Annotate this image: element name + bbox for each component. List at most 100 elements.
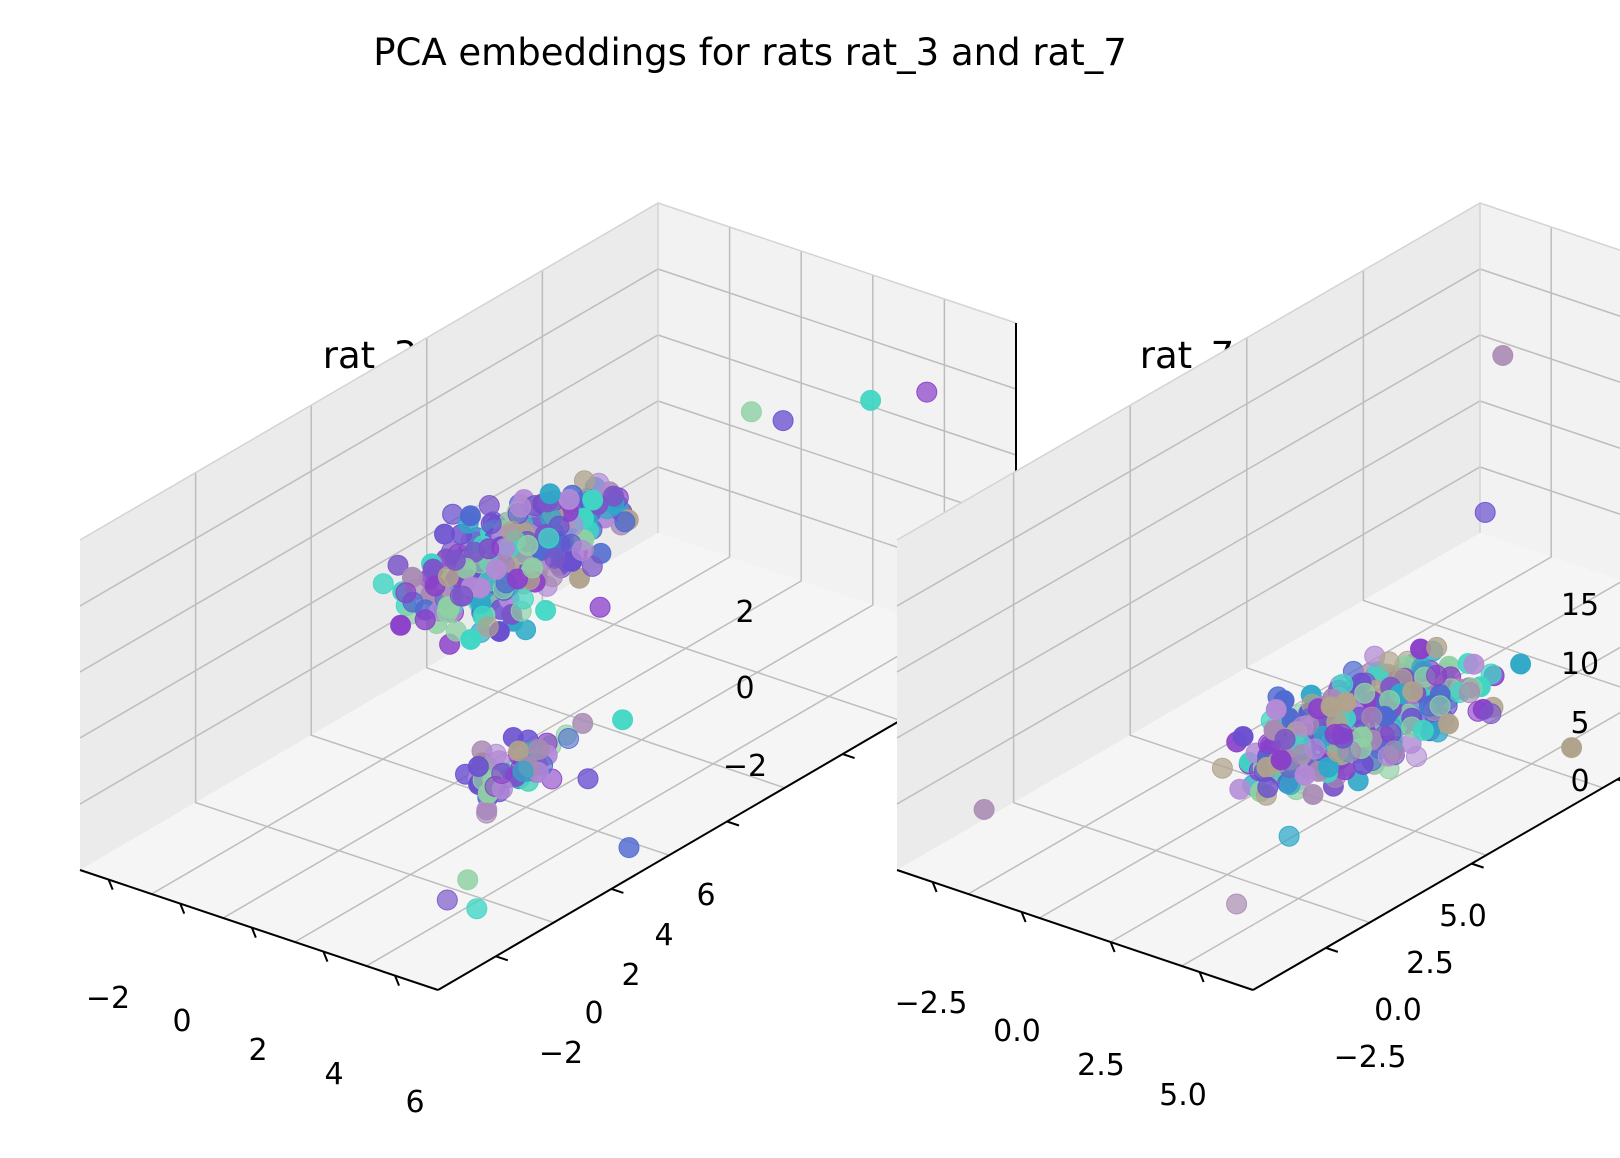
grid-line [1246, 337, 1604, 789]
y-tick-label: 5.0 [1439, 899, 1487, 934]
y-tick-label: 2 [621, 958, 640, 993]
x-tick [250, 927, 257, 938]
y-tick-label: 4 [654, 918, 673, 953]
grid-line [294, 275, 874, 943]
scatter-point [414, 609, 436, 631]
scatter-point [572, 712, 594, 734]
scatter-point [477, 616, 499, 638]
pane-back [1480, 203, 1620, 581]
y-tick-label: −2.5 [1334, 1040, 1407, 1075]
scatter-point [478, 495, 500, 516]
scatter-point [772, 410, 794, 432]
x-tick [107, 879, 114, 890]
scatter-point [1480, 703, 1502, 725]
grid-line [194, 472, 554, 924]
z-tick-label: 5 [1570, 706, 1589, 741]
y-tick [611, 887, 624, 894]
x-tick [1020, 911, 1027, 923]
scatter-point [528, 738, 550, 760]
y-tick-label: 0.0 [1374, 993, 1422, 1028]
x-tick-label: 0 [172, 1004, 191, 1039]
scatter-point [467, 756, 489, 777]
scatter-point [1402, 681, 1424, 703]
x-tick-label: 6 [405, 1085, 424, 1120]
grid-line [222, 251, 802, 919]
scatter-point [512, 760, 534, 782]
scatter-point [614, 511, 636, 533]
scatter-point [558, 728, 579, 749]
scatter-point [390, 614, 412, 636]
grid-line [1012, 472, 1370, 924]
scatter-point [1463, 653, 1485, 675]
scatter-point [603, 485, 624, 507]
scatter-point [395, 582, 417, 604]
scatter-point [1229, 778, 1251, 800]
z-tick-label: −2 [723, 749, 767, 784]
scatter-point [1492, 345, 1514, 366]
scatter-point [577, 768, 599, 790]
grid-line [426, 337, 786, 789]
scatter-point [485, 558, 507, 580]
y-tick [495, 955, 509, 962]
scatter-point [501, 520, 523, 542]
scatter-point [1474, 501, 1496, 523]
scatter-point [1361, 706, 1383, 728]
scatter-point [522, 557, 543, 579]
scatter-point [1304, 738, 1326, 760]
scatter-point [1354, 682, 1376, 704]
grid-line [967, 227, 1552, 895]
scatter-point [460, 505, 481, 527]
scatter-points [372, 381, 938, 920]
scatter-point [1302, 784, 1324, 805]
scatter-point [1265, 699, 1287, 720]
x-tick [1198, 971, 1205, 983]
scatter-point [436, 889, 458, 911]
x-tick-label: 2.5 [1077, 1048, 1125, 1083]
x-tick-label: 4 [324, 1057, 343, 1092]
scatter-point [558, 488, 580, 510]
scatter-point [541, 566, 563, 588]
scatter-point [517, 534, 539, 556]
scatter-point [1292, 716, 1314, 737]
grid-line [1110, 646, 1620, 943]
scatter-point [507, 568, 528, 590]
scatter-point [582, 489, 604, 511]
z-tick-label: 0 [1570, 764, 1589, 799]
x-tick [1109, 941, 1116, 953]
scatter-point [480, 513, 502, 535]
scatter-point [1426, 636, 1448, 658]
grid-line [1129, 405, 1487, 856]
scatter-point [452, 585, 474, 607]
x-tick-label: 5.0 [1159, 1078, 1207, 1113]
x-tick [931, 881, 938, 893]
x-tick-label: 2 [248, 1033, 267, 1068]
scatter-point [618, 837, 640, 859]
scatter-point [916, 381, 938, 403]
scatter-point [1331, 723, 1353, 745]
scatter-point [1426, 664, 1448, 686]
grid-line [1362, 270, 1620, 688]
scatter-point [571, 540, 593, 561]
scatter-point [535, 599, 557, 621]
x-tick-label: −2 [86, 981, 130, 1016]
scatter-point [510, 496, 532, 518]
scatter-point [538, 527, 560, 549]
y-tick [726, 820, 740, 827]
x-tick [394, 975, 400, 986]
z-tick-label: 2 [735, 595, 754, 630]
scatter-point [1438, 713, 1459, 735]
scatter-point [444, 549, 466, 571]
scatter-point [1270, 749, 1292, 771]
scatter-point [860, 389, 882, 411]
scatter-point [612, 709, 634, 731]
scatter-points [973, 345, 1583, 915]
scatter-point [1480, 663, 1502, 685]
x-tick-label: −2.5 [895, 986, 968, 1021]
scatter-point [573, 470, 595, 492]
scatter-point [1510, 653, 1532, 675]
scatter-point [544, 547, 566, 569]
y-tick [842, 753, 855, 760]
scatter-point [387, 554, 409, 576]
scatter-point [466, 898, 488, 920]
